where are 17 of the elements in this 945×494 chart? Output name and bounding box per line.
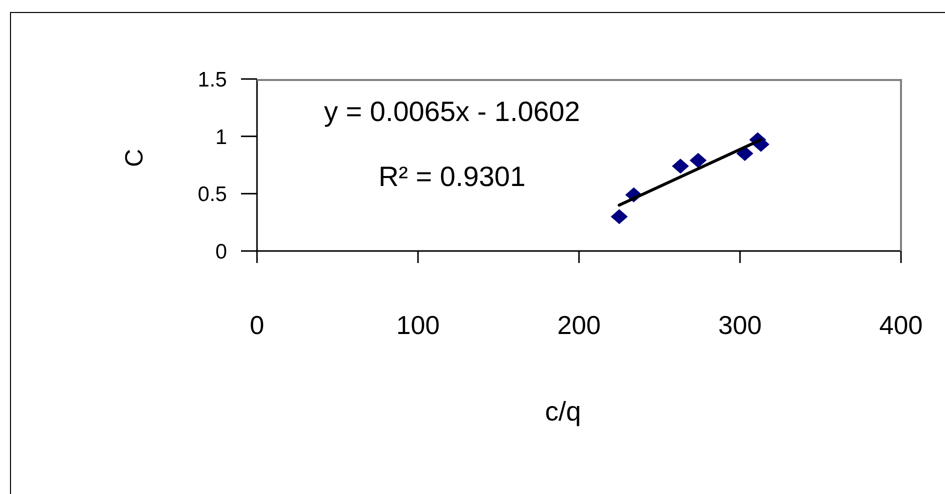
- annotation: y = 0.0065x - 1.0602: [324, 96, 580, 128]
- point: [672, 158, 689, 174]
- y-tick-label: 1.5: [198, 68, 227, 92]
- y-tick-label: 0: [215, 240, 227, 264]
- annotation: R² = 0.9301: [378, 161, 526, 193]
- point: [610, 209, 628, 224]
- x-tick-label: 200: [557, 310, 601, 340]
- point: [690, 152, 707, 168]
- x-axis-title: c/q: [544, 396, 582, 428]
- x-tick-label: 100: [396, 310, 440, 340]
- x-tick-label: 0: [250, 310, 264, 340]
- y-axis-title: C: [120, 148, 150, 168]
- x-tick-label: 400: [879, 310, 923, 340]
- x-tick-label: 300: [718, 310, 762, 340]
- y-tick-label: 1: [215, 126, 227, 149]
- y-tick-label: 0.5: [198, 183, 227, 206]
- point: [736, 146, 754, 162]
